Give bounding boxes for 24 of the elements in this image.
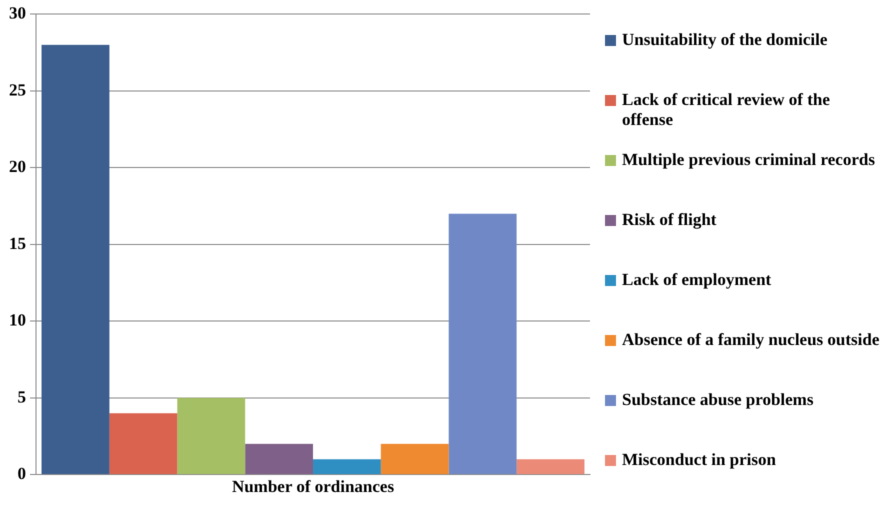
bar [245, 444, 313, 474]
y-tick-label: 15 [9, 234, 26, 253]
legend-label: Unsuitability of the domicile [622, 30, 828, 50]
legend-label: Absence of a family nucleus outside [622, 330, 880, 350]
legend-label: Substance abuse problems [622, 390, 814, 410]
y-tick-label: 10 [9, 310, 26, 330]
y-tick-label: 20 [9, 157, 26, 176]
y-tick-label: 30 [9, 4, 26, 23]
legend-label: Risk of flight [622, 210, 716, 230]
legend-label: Misconduct in prison [622, 450, 776, 470]
y-tick-label: 25 [9, 80, 26, 100]
bar [516, 459, 584, 474]
y-tick-label: 5 [18, 387, 26, 406]
legend-label: Multiple previous criminal records [622, 150, 875, 170]
bar [42, 44, 110, 474]
bar [109, 413, 178, 474]
bar [177, 398, 246, 474]
bar [313, 459, 381, 474]
legend-label: Lack of employment [622, 270, 772, 290]
legend-label: Lack of critical review of the offense [622, 90, 831, 130]
bar [380, 444, 449, 474]
y-tick-label: 0 [18, 464, 26, 483]
x-tick-label: Number of ordinances [232, 477, 394, 496]
bar [448, 214, 517, 474]
